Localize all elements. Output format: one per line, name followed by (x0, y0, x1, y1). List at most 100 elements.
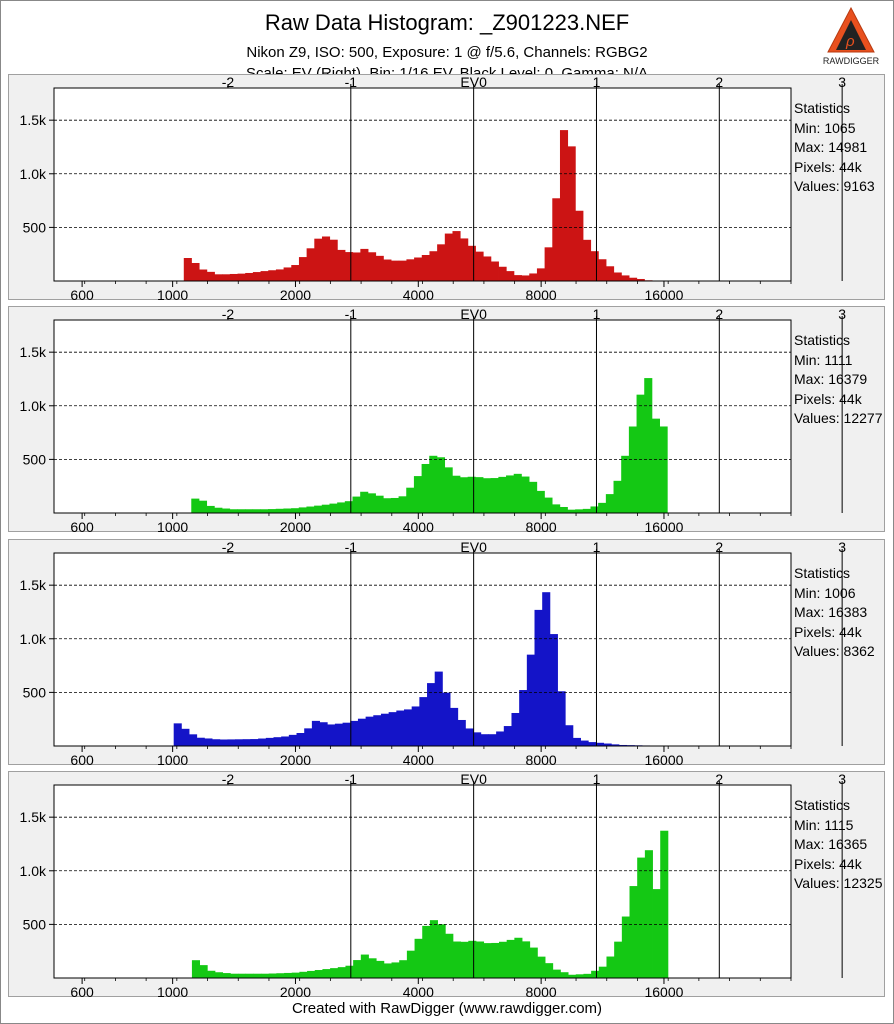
histogram-bar (406, 487, 415, 513)
histogram-bar (298, 257, 308, 281)
histogram-bar (311, 720, 320, 746)
histogram-bar (237, 273, 246, 281)
histogram-bar (490, 261, 499, 281)
x-tick-label: 600 (70, 519, 94, 533)
histogram-bar (283, 267, 292, 281)
plot-border (53, 87, 792, 282)
histogram-bar (360, 491, 369, 513)
histogram-bar (598, 259, 607, 281)
top-tick-label: 2 (715, 540, 723, 555)
histogram-bar (565, 725, 574, 746)
x-tick-label: 2000 (280, 984, 311, 998)
histogram-bar (173, 723, 182, 746)
stats-pixels: Pixels: 44k (794, 158, 862, 175)
y-tick-label: 1.0k (20, 166, 47, 182)
histogram-bar (222, 274, 231, 281)
histogram-bar (321, 236, 331, 281)
histogram-bar (288, 734, 297, 746)
histogram-bar (189, 734, 198, 746)
histogram-bar (611, 744, 620, 746)
histogram-bar (660, 830, 669, 978)
histogram-bar (480, 734, 489, 746)
histogram-bar (496, 731, 505, 746)
histogram-bar (444, 467, 453, 513)
histogram-bar (414, 257, 423, 281)
chart-title: Raw Data Histogram: _Z901223.NEF (264, 10, 630, 35)
stats-max: Max: 16379 (794, 371, 868, 388)
y-tick-label: 500 (23, 451, 47, 467)
histogram-bar (514, 937, 523, 978)
stats-box-r: Statistics Min: 1065 Max: 14981 Pixels: … (794, 99, 875, 197)
histogram-bar (459, 477, 469, 513)
histogram-bar (191, 498, 200, 513)
histogram-bar (380, 713, 390, 746)
histogram-bar (327, 724, 336, 746)
histogram-bar (567, 146, 576, 281)
footer-credit: Created with RawDigger (www.rawdigger.co… (291, 1000, 603, 1017)
x-tick-label: 1000 (157, 519, 188, 533)
histogram-bar (529, 273, 538, 281)
histogram-bar (457, 719, 466, 746)
stats-max: Max: 16383 (794, 604, 868, 621)
histogram-bar (222, 973, 231, 978)
y-tick-label: 500 (23, 916, 47, 932)
x-tick-label: 2000 (280, 287, 311, 301)
top-tick-label: 3 (838, 75, 846, 90)
rawdigger-logo-icon: ρ RAWDIGGER (823, 6, 880, 66)
histogram-bar (235, 739, 244, 746)
histogram-bar (498, 266, 507, 281)
histogram-bar (559, 130, 569, 281)
histogram-bar (199, 965, 208, 978)
x-tick-label: 8000 (526, 287, 557, 301)
top-tick-label: -2 (222, 307, 235, 322)
top-tick-label: 2 (715, 772, 723, 787)
histogram-bar (321, 504, 330, 513)
histogram-bar (375, 255, 384, 281)
histogram-bar (291, 508, 300, 513)
histogram-bar (252, 509, 261, 513)
histogram-bar (429, 251, 438, 281)
histogram-chart-r: 500 1.0k 1.5k -2 -1 EV0 1 2 3 600 1000 2000 4000 8000… (20, 75, 847, 301)
histogram-bar (629, 277, 638, 281)
x-tick-label: 4000 (403, 984, 434, 998)
top-tick-label: -1 (345, 75, 358, 90)
histogram-bar (444, 233, 453, 281)
histogram-bar (549, 634, 558, 746)
x-tick-label: 600 (70, 752, 94, 766)
histogram-bar (237, 973, 247, 978)
histogram-bar (614, 941, 623, 978)
histogram-bar (580, 740, 589, 746)
histogram-bar (468, 940, 477, 978)
histogram-bar (304, 728, 313, 746)
stats-values: Values: 8362 (794, 643, 875, 660)
histogram-bar (219, 739, 228, 746)
histogram-bar (376, 960, 385, 978)
x-tick-label: 4000 (403, 752, 434, 766)
histogram-bar (391, 260, 400, 281)
histogram-bar (365, 716, 374, 746)
stats-min: Min: 1065 (794, 119, 856, 136)
stats-heading: Statistics (794, 100, 851, 116)
histogram-bar (582, 508, 591, 513)
histogram-bar (483, 943, 492, 978)
chart-subtitle: Nikon Z9, ISO: 500, Exposure: 1 @ f/5.6,… (246, 44, 648, 61)
histogram-bar (352, 252, 361, 281)
histogram-bar (637, 857, 646, 978)
histogram-bar (357, 718, 367, 746)
histogram-bar (529, 481, 538, 513)
y-tick-label: 1.0k (20, 398, 47, 414)
top-tick-label: 1 (593, 540, 601, 555)
histogram-bar (513, 275, 522, 281)
stats-min: Min: 1115 (794, 816, 854, 833)
histogram-bar (613, 272, 622, 281)
histogram-bar (230, 973, 239, 978)
stats-box-b: Statistics Min: 1006 Max: 16383 Pixels: … (794, 564, 875, 662)
histogram-bar (322, 969, 331, 978)
histogram-panel-r: 500 1.0k 1.5k -2 -1 EV0 1 2 3 600 1000 2000 4000 8000… (8, 74, 885, 301)
stats-max: Max: 14981 (794, 139, 868, 156)
x-tick-label: 1000 (157, 752, 188, 766)
histogram-bar (465, 728, 474, 746)
histogram-bar (191, 262, 200, 281)
histogram-bar (334, 723, 343, 746)
histogram-bar (537, 956, 546, 978)
